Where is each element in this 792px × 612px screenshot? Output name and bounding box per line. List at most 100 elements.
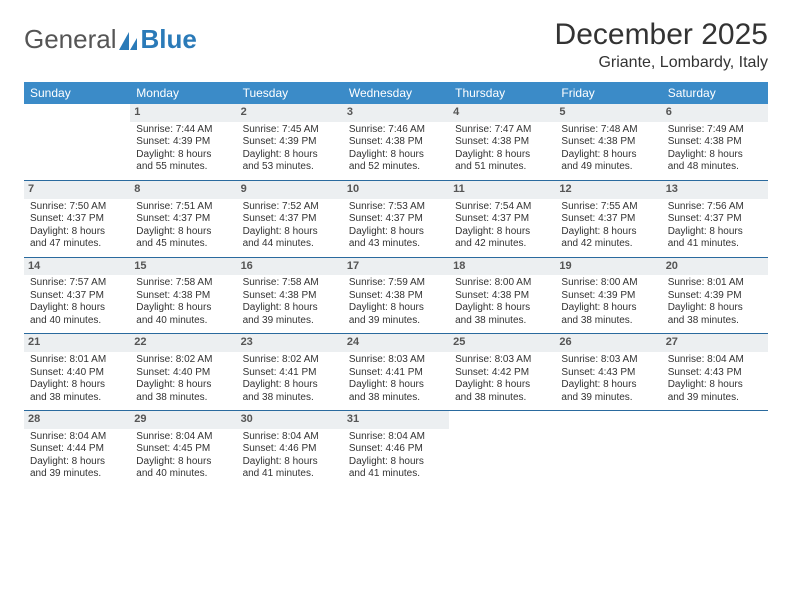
day-number: 17 — [343, 258, 449, 276]
calendar-cell: 26 Sunrise: 8:03 AMSunset: 4:43 PMDayligh… — [555, 334, 661, 411]
sunset-line: Sunset: 4:38 PM — [561, 136, 655, 149]
day-number: 28 — [24, 411, 130, 429]
daylight-line: Daylight: 8 hours and 43 minutes. — [349, 226, 443, 251]
sunset-line: Sunset: 4:37 PM — [243, 213, 337, 226]
daylight-line: Daylight: 8 hours and 39 minutes. — [243, 302, 337, 327]
logo-sail-icon — [117, 30, 139, 52]
sunset-line: Sunset: 4:41 PM — [243, 367, 337, 380]
sunset-line: Sunset: 4:39 PM — [243, 136, 337, 149]
daylight-line: Daylight: 8 hours and 39 minutes. — [561, 379, 655, 404]
calendar-cell — [449, 411, 555, 487]
day-number: 12 — [555, 181, 661, 199]
calendar-cell: 5 Sunrise: 7:48 AMSunset: 4:38 PMDaylight… — [555, 104, 661, 180]
sunset-line: Sunset: 4:42 PM — [455, 367, 549, 380]
calendar-cell: 18Sunrise: 8:00 AMSunset: 4:38 PMDayligh… — [449, 257, 555, 334]
day-header: Thursday — [449, 82, 555, 104]
sunrise-line: Sunrise: 7:58 AM — [243, 277, 337, 290]
calendar-cell: 24Sunrise: 8:03 AMSunset: 4:41 PMDayligh… — [343, 334, 449, 411]
sunrise-line: Sunrise: 8:03 AM — [561, 354, 655, 367]
day-number: 7 — [24, 181, 130, 199]
calendar-head: SundayMondayTuesdayWednesdayThursdayFrid… — [24, 82, 768, 104]
sunrise-line: Sunrise: 7:46 AM — [349, 124, 443, 137]
sunset-line: Sunset: 4:38 PM — [349, 136, 443, 149]
day-number: 21 — [24, 334, 130, 352]
daylight-line: Daylight: 8 hours and 51 minutes. — [455, 149, 549, 174]
calendar-cell: 15Sunrise: 7:58 AMSunset: 4:38 PMDayligh… — [130, 257, 236, 334]
sunset-line: Sunset: 4:38 PM — [243, 290, 337, 303]
sunrise-line: Sunrise: 7:48 AM — [561, 124, 655, 137]
sunset-line: Sunset: 4:38 PM — [349, 290, 443, 303]
sunset-line: Sunset: 4:38 PM — [455, 136, 549, 149]
calendar-cell: 29Sunrise: 8:04 AMSunset: 4:45 PMDayligh… — [130, 411, 236, 487]
sunset-line: Sunset: 4:46 PM — [243, 443, 337, 456]
sunset-line: Sunset: 4:43 PM — [561, 367, 655, 380]
daylight-line: Daylight: 8 hours and 53 minutes. — [243, 149, 337, 174]
sunset-line: Sunset: 4:40 PM — [136, 367, 230, 380]
day-number: 2 — [237, 104, 343, 122]
daylight-line: Daylight: 8 hours and 49 minutes. — [561, 149, 655, 174]
daylight-line: Daylight: 8 hours and 47 minutes. — [30, 226, 124, 251]
calendar-cell: 4Sunrise: 7:47 AMSunset: 4:38 PMDaylight… — [449, 104, 555, 180]
calendar-week: 7Sunrise: 7:50 AMSunset: 4:37 PMDaylight… — [24, 180, 768, 257]
day-number: 29 — [130, 411, 236, 429]
day-header: Wednesday — [343, 82, 449, 104]
day-header: Saturday — [662, 82, 768, 104]
calendar-cell: 23Sunrise: 8:02 AMSunset: 4:41 PMDayligh… — [237, 334, 343, 411]
sunrise-line: Sunrise: 7:45 AM — [243, 124, 337, 137]
calendar-body: 1Sunrise: 7:44 AMSunset: 4:39 PMDaylight… — [24, 104, 768, 487]
calendar-week: 1Sunrise: 7:44 AMSunset: 4:39 PMDaylight… — [24, 104, 768, 180]
calendar-cell — [555, 411, 661, 487]
daylight-line: Daylight: 8 hours and 45 minutes. — [136, 226, 230, 251]
sunrise-line: Sunrise: 8:04 AM — [349, 431, 443, 444]
sunset-line: Sunset: 4:41 PM — [349, 367, 443, 380]
sunrise-line: Sunrise: 7:49 AM — [668, 124, 762, 137]
calendar-page: General Blue December 2025 Griante, Lomb… — [0, 0, 792, 505]
day-number: 5 — [555, 104, 661, 122]
daylight-line: Daylight: 8 hours and 41 minutes. — [668, 226, 762, 251]
calendar-cell: 10Sunrise: 7:53 AMSunset: 4:37 PMDayligh… — [343, 180, 449, 257]
calendar-cell: 17Sunrise: 7:59 AMSunset: 4:38 PMDayligh… — [343, 257, 449, 334]
sunrise-line: Sunrise: 7:52 AM — [243, 201, 337, 214]
day-number: 22 — [130, 334, 236, 352]
daylight-line: Daylight: 8 hours and 42 minutes. — [455, 226, 549, 251]
day-header: Friday — [555, 82, 661, 104]
daylight-line: Daylight: 8 hours and 40 minutes. — [136, 456, 230, 481]
month-title: December 2025 — [555, 18, 768, 52]
calendar-cell: 16Sunrise: 7:58 AMSunset: 4:38 PMDayligh… — [237, 257, 343, 334]
sunset-line: Sunset: 4:39 PM — [561, 290, 655, 303]
daylight-line: Daylight: 8 hours and 38 minutes. — [668, 302, 762, 327]
daylight-line: Daylight: 8 hours and 38 minutes. — [30, 379, 124, 404]
daylight-line: Daylight: 8 hours and 38 minutes. — [243, 379, 337, 404]
day-number: 26 — [555, 334, 661, 352]
sunrise-line: Sunrise: 8:01 AM — [30, 354, 124, 367]
calendar-cell: 20Sunrise: 8:01 AMSunset: 4:39 PMDayligh… — [662, 257, 768, 334]
logo-text-1: General — [24, 24, 117, 55]
calendar-cell: 22 Sunrise: 8:02 AMSunset: 4:40 PMDayligh… — [130, 334, 236, 411]
sunset-line: Sunset: 4:37 PM — [30, 290, 124, 303]
daylight-line: Daylight: 8 hours and 55 minutes. — [136, 149, 230, 174]
header: General Blue December 2025 Griante, Lomb… — [24, 18, 768, 72]
sunset-line: Sunset: 4:37 PM — [668, 213, 762, 226]
sunrise-line: Sunrise: 8:04 AM — [243, 431, 337, 444]
sunrise-line: Sunrise: 8:03 AM — [349, 354, 443, 367]
daylight-line: Daylight: 8 hours and 48 minutes. — [668, 149, 762, 174]
sunrise-line: Sunrise: 8:00 AM — [455, 277, 549, 290]
daylight-line: Daylight: 8 hours and 38 minutes. — [136, 379, 230, 404]
sunrise-line: Sunrise: 8:02 AM — [136, 354, 230, 367]
sunrise-line: Sunrise: 7:53 AM — [349, 201, 443, 214]
calendar-cell: 30Sunrise: 8:04 AMSunset: 4:46 PMDayligh… — [237, 411, 343, 487]
day-number: 4 — [449, 104, 555, 122]
day-number: 1 — [130, 104, 236, 122]
sunset-line: Sunset: 4:37 PM — [136, 213, 230, 226]
daylight-line: Daylight: 8 hours and 41 minutes. — [243, 456, 337, 481]
sunrise-line: Sunrise: 7:50 AM — [30, 201, 124, 214]
day-number: 31 — [343, 411, 449, 429]
day-header-row: SundayMondayTuesdayWednesdayThursdayFrid… — [24, 82, 768, 104]
calendar-week: 14Sunrise: 7:57 AMSunset: 4:37 PMDayligh… — [24, 257, 768, 334]
location: Griante, Lombardy, Italy — [555, 54, 768, 72]
calendar-cell: 19Sunrise: 8:00 AMSunset: 4:39 PMDayligh… — [555, 257, 661, 334]
sunrise-line: Sunrise: 8:04 AM — [30, 431, 124, 444]
daylight-line: Daylight: 8 hours and 40 minutes. — [30, 302, 124, 327]
day-number: 11 — [449, 181, 555, 199]
calendar-table: SundayMondayTuesdayWednesdayThursdayFrid… — [24, 82, 768, 487]
